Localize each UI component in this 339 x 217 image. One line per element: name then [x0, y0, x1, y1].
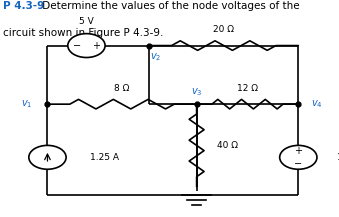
- Text: $v_4$: $v_4$: [311, 98, 323, 110]
- Text: 15 V: 15 V: [337, 153, 339, 162]
- Text: +: +: [294, 146, 302, 156]
- Text: Determine the values of the node voltages of the: Determine the values of the node voltage…: [39, 1, 300, 11]
- Text: $v_3$: $v_3$: [191, 86, 202, 98]
- Text: $v_2$: $v_2$: [150, 52, 162, 63]
- Text: 40 Ω: 40 Ω: [217, 141, 238, 150]
- Text: circuit shown in Figure P 4.3-9.: circuit shown in Figure P 4.3-9.: [3, 28, 164, 38]
- Text: 20 Ω: 20 Ω: [213, 25, 234, 35]
- Text: 5 V: 5 V: [79, 17, 94, 26]
- Text: −: −: [73, 41, 81, 51]
- Text: +: +: [92, 41, 100, 51]
- Text: 8 Ω: 8 Ω: [114, 84, 130, 93]
- Text: $v_1$: $v_1$: [21, 98, 33, 110]
- Text: 12 Ω: 12 Ω: [237, 84, 258, 93]
- Text: 1.25 A: 1.25 A: [90, 153, 119, 162]
- Text: P 4.3-9: P 4.3-9: [3, 1, 45, 11]
- Text: −: −: [294, 159, 302, 169]
- Circle shape: [29, 145, 66, 169]
- Circle shape: [280, 145, 317, 169]
- Circle shape: [68, 34, 105, 58]
